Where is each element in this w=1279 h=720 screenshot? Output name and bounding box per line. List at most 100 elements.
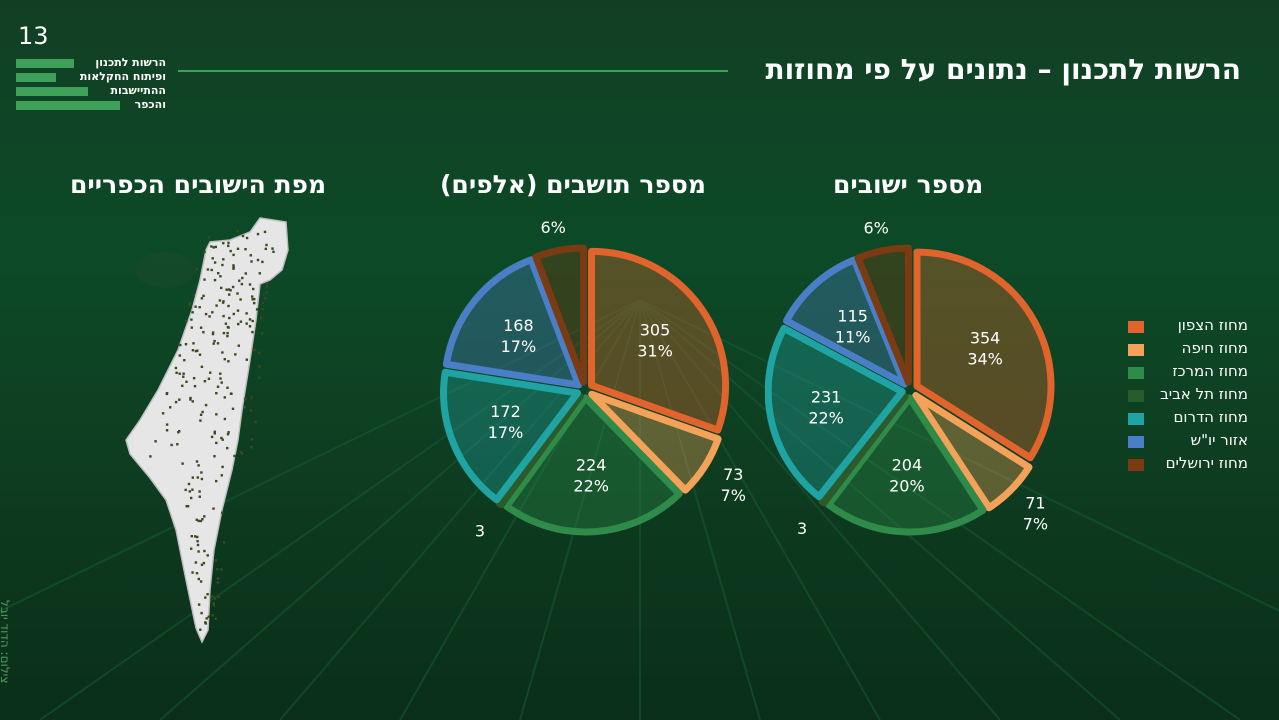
settlement-dot	[178, 398, 181, 401]
settlement-dot	[205, 617, 208, 620]
legend-item: מחוז ירושלים	[1128, 454, 1248, 477]
settlement-dot	[210, 435, 214, 439]
settlement-dot	[226, 446, 229, 450]
pie-slice	[503, 394, 683, 536]
settlement-dot	[219, 275, 222, 278]
logo-text-line: ההתיישבות	[110, 84, 166, 97]
settlement-dot	[221, 511, 224, 514]
settlement-dot	[149, 455, 152, 458]
pie-slice	[495, 392, 584, 509]
settlement-dot	[216, 577, 220, 580]
population-chart-title: מספר תושבים (אלפים)	[440, 170, 707, 199]
settlement-dot	[223, 417, 227, 421]
settlement-dot	[215, 304, 218, 307]
settlement-dot	[217, 272, 220, 275]
settlement-dot	[228, 293, 231, 296]
settlement-dot	[165, 429, 169, 432]
settlement-dot	[250, 260, 253, 263]
settlement-dot	[204, 403, 208, 407]
settlement-dot	[196, 349, 199, 352]
settlement-dot	[214, 245, 217, 249]
settlement-dot	[206, 554, 209, 557]
pie-data-label: 586%	[541, 220, 566, 237]
settlement-dot	[181, 384, 184, 387]
settlement-dot	[213, 432, 216, 435]
settlement-dot	[244, 248, 247, 251]
settlement-dot	[253, 301, 256, 305]
settlement-dot	[251, 298, 254, 301]
settlement-dot	[250, 396, 253, 399]
settlement-dot	[215, 392, 218, 395]
settlement-dot	[181, 462, 184, 465]
settlement-dot	[220, 474, 223, 477]
settlement-dot	[191, 476, 194, 479]
settlement-dot	[218, 299, 222, 302]
settlement-dot	[215, 413, 218, 416]
settlement-dot	[232, 264, 235, 267]
settlement-dot	[192, 377, 196, 380]
settlement-dot	[263, 230, 267, 234]
settlement-dot	[240, 282, 244, 286]
settlement-dot	[211, 257, 214, 260]
settlement-dot	[196, 540, 199, 543]
settlement-dot	[232, 253, 235, 257]
settlement-dot	[191, 571, 194, 574]
settlement-dot	[165, 423, 169, 426]
settlement-dot	[195, 267, 198, 271]
settlement-dot	[264, 247, 267, 251]
settlement-dot	[229, 249, 232, 253]
pie-slice	[824, 394, 987, 536]
settlement-dot	[258, 376, 261, 379]
settlement-dot	[232, 267, 235, 270]
settlement-dot	[194, 561, 198, 564]
settlement-dot	[228, 316, 231, 320]
pie-data-label: 231 22%	[808, 388, 844, 428]
settlement-dot	[243, 406, 247, 409]
legend-label: מחוז הצפון	[1177, 316, 1248, 334]
settlement-dot	[236, 292, 239, 295]
legend-swatch	[1128, 459, 1144, 471]
settlement-dot	[200, 563, 204, 566]
settlements-chart-title: מספר ישובים	[833, 170, 984, 199]
logo-text-line: הרשות לתכנון	[95, 56, 166, 69]
settlement-dot	[227, 431, 230, 434]
settlement-dot	[253, 297, 256, 301]
settlement-dot	[200, 611, 203, 615]
settlement-dot	[190, 318, 193, 321]
settlement-dot	[234, 353, 237, 356]
settlement-dot	[197, 550, 200, 553]
settlement-dot	[193, 385, 197, 388]
legend-label: אזור יו"ש	[1190, 431, 1248, 449]
settlement-dot	[194, 305, 197, 308]
settlement-dot	[257, 351, 261, 354]
settlement-dot	[186, 505, 190, 508]
settlement-dot	[185, 505, 188, 508]
settlement-dot	[178, 372, 181, 375]
logo-text-line: ופיתוח החקלאות	[79, 70, 166, 83]
settlement-dot	[232, 266, 235, 269]
settlement-dot	[188, 303, 192, 306]
settlement-dot	[216, 568, 219, 571]
settlement-dot	[213, 430, 216, 433]
settlement-dot	[216, 385, 220, 388]
pie-slice	[765, 324, 906, 501]
settlement-dot	[202, 294, 205, 297]
legend-label: מחוז הדרום	[1173, 408, 1248, 426]
settlement-dot	[259, 316, 263, 320]
settlement-dot	[198, 495, 201, 498]
settlement-dot	[245, 322, 248, 325]
legend-item: מחוז הצפון	[1128, 316, 1248, 339]
settlement-dot	[227, 304, 230, 308]
settlement-dot	[204, 312, 208, 316]
settlement-dot	[220, 381, 223, 384]
settlement-dot	[189, 396, 192, 400]
settlement-dot	[187, 482, 191, 486]
settlement-dot	[194, 349, 198, 353]
settlement-dot	[154, 440, 157, 443]
settlement-dot	[191, 400, 194, 403]
rural-settlements-map	[125, 217, 289, 644]
settlement-dot	[216, 342, 220, 345]
settlement-dot	[256, 258, 260, 262]
settlement-dot	[206, 268, 210, 271]
